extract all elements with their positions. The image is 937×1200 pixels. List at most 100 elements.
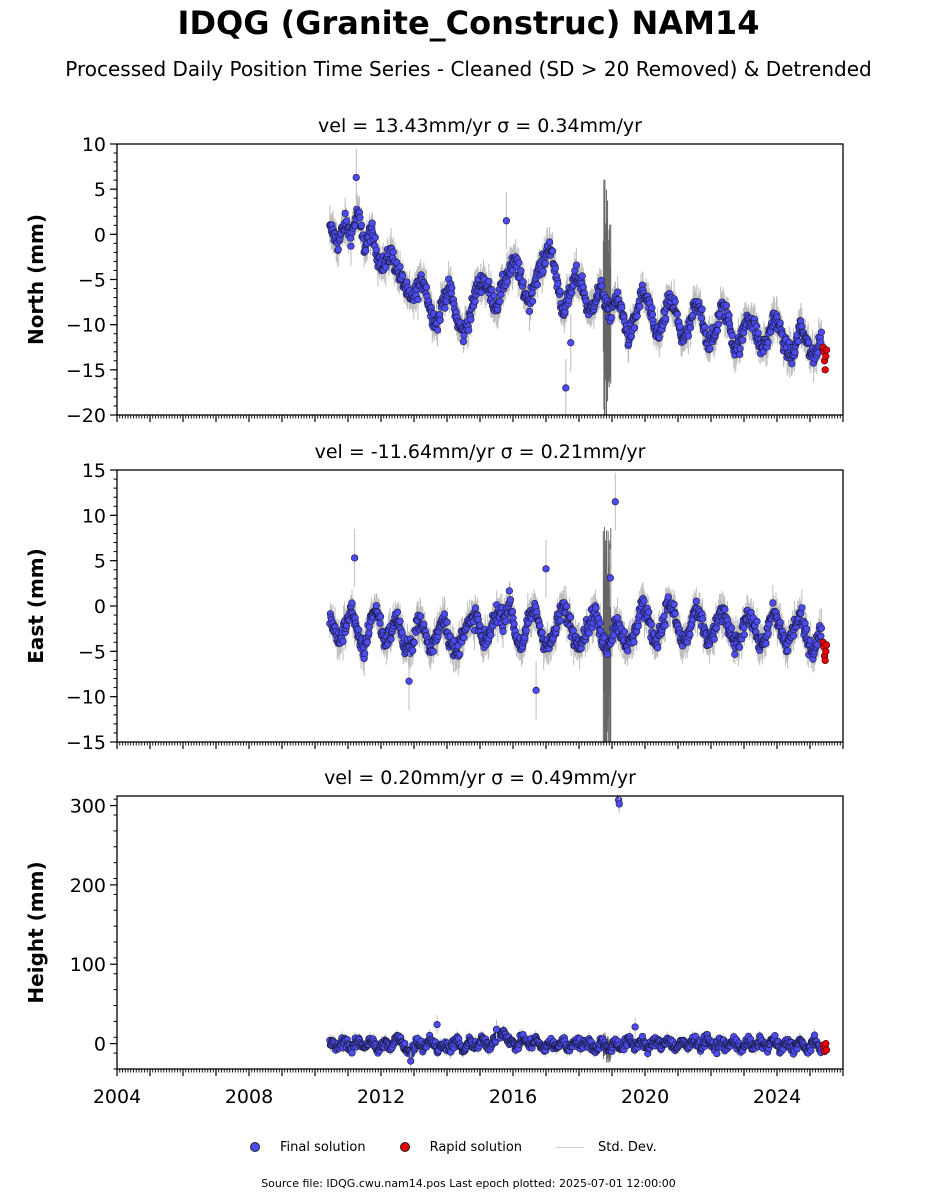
y-tick-label: 15 — [82, 460, 106, 482]
panel-east: −15 −10 −5 0 5 10 15 vel = -11.64mm/yr σ = 0.21… — [24, 441, 844, 754]
final-solution-point — [505, 587, 513, 595]
final-solution-point — [532, 686, 540, 694]
final-solution-point — [356, 214, 364, 222]
final-solution-point — [606, 574, 614, 582]
final-solution-point — [609, 631, 617, 639]
rapid-solution-point — [821, 656, 829, 665]
final-solution-point — [813, 641, 821, 649]
y-tick-label: 0 — [94, 596, 106, 618]
final-solution-point — [536, 622, 544, 630]
final-solution-point — [776, 618, 784, 627]
final-solution-point — [433, 326, 442, 334]
final-solution-point — [636, 303, 644, 311]
final-solution-point — [614, 614, 622, 622]
final-solution-point — [515, 259, 523, 267]
final-solution-point — [817, 632, 825, 640]
final-solution-point — [664, 593, 672, 601]
final-solution-point — [722, 302, 730, 310]
final-solution-point — [499, 627, 507, 636]
final-solution-point — [798, 604, 806, 612]
final-solution-point — [357, 221, 366, 229]
y-tick-label: −5 — [78, 641, 106, 663]
final-solution-point — [710, 635, 718, 643]
final-solution-point — [728, 331, 736, 340]
rapid-solution-point — [821, 366, 829, 374]
final-solution-point — [334, 245, 342, 253]
final-solution-point — [713, 327, 722, 335]
final-solution-point — [660, 612, 668, 620]
final-solution-point — [762, 639, 770, 647]
final-solution-point — [794, 337, 802, 346]
final-solution-point — [803, 625, 811, 633]
final-solution-point — [585, 629, 593, 637]
final-solution-point — [490, 292, 498, 300]
final-solution-point — [661, 621, 669, 629]
final-solution-point — [399, 272, 407, 280]
final-solution-point — [362, 246, 370, 255]
final-solution-point — [791, 348, 799, 357]
final-solution-point — [410, 638, 418, 647]
final-solution-point — [596, 619, 604, 627]
final-solution-point — [348, 599, 356, 607]
final-solution-point — [538, 629, 546, 637]
y-tick-label: 5 — [94, 179, 106, 201]
final-solution-point — [542, 565, 550, 573]
final-solution-point — [671, 298, 679, 306]
final-solution-point — [731, 650, 739, 658]
final-solution-point — [736, 345, 744, 353]
final-solution-point — [740, 624, 748, 632]
final-solution-point — [739, 336, 747, 344]
final-solution-point — [798, 322, 806, 330]
final-solution-point — [474, 615, 482, 623]
final-solution-point — [686, 324, 695, 332]
final-solution-point — [347, 242, 355, 250]
final-solution-point — [706, 345, 714, 353]
final-solution-point — [420, 620, 428, 628]
final-solution-point — [754, 329, 762, 337]
plot-area-north — [326, 148, 831, 415]
final-solution-point — [522, 626, 530, 635]
final-solution-point — [648, 304, 656, 312]
final-solution-point — [365, 629, 373, 637]
final-solution-point — [634, 622, 642, 630]
final-solution-point — [405, 677, 413, 685]
final-solution-point — [579, 283, 587, 291]
final-solution-point — [351, 554, 359, 562]
final-solution-point — [725, 311, 733, 319]
final-solution-point — [697, 314, 706, 322]
final-solution-point — [368, 219, 376, 227]
y-axis-label: North (mm) — [24, 214, 48, 345]
final-solution-point — [647, 620, 656, 629]
final-solution-point — [633, 312, 641, 320]
y-tick-label: 0 — [94, 224, 106, 246]
final-solution-point — [496, 297, 504, 305]
final-solution-point — [372, 246, 380, 254]
final-solution-point — [503, 278, 511, 286]
final-solution-point — [487, 631, 495, 639]
final-solution-point — [396, 263, 404, 271]
final-solution-point — [352, 173, 360, 182]
final-solution-point — [471, 604, 480, 612]
final-solution-point — [645, 608, 653, 616]
final-solution-point — [539, 267, 547, 275]
final-solution-point — [396, 617, 404, 625]
y-tick-label: −5 — [78, 270, 106, 292]
final-solution-point — [701, 323, 709, 331]
final-solution-point — [422, 283, 431, 291]
final-solution-point — [624, 647, 632, 655]
final-solution-point — [460, 633, 468, 642]
final-solution-point — [354, 625, 362, 634]
final-solution-point — [662, 314, 670, 323]
final-solution-point — [817, 624, 826, 632]
final-solution-point — [533, 281, 541, 289]
rapid-solution-point — [822, 352, 830, 360]
final-solution-point — [414, 295, 422, 304]
plot-area-east — [326, 472, 831, 742]
final-solution-point — [805, 338, 813, 346]
final-solution-point — [436, 316, 444, 324]
final-solution-point — [552, 624, 560, 632]
final-solution-point — [776, 319, 784, 327]
final-solution-point — [671, 610, 679, 618]
final-solution-point — [363, 638, 371, 646]
